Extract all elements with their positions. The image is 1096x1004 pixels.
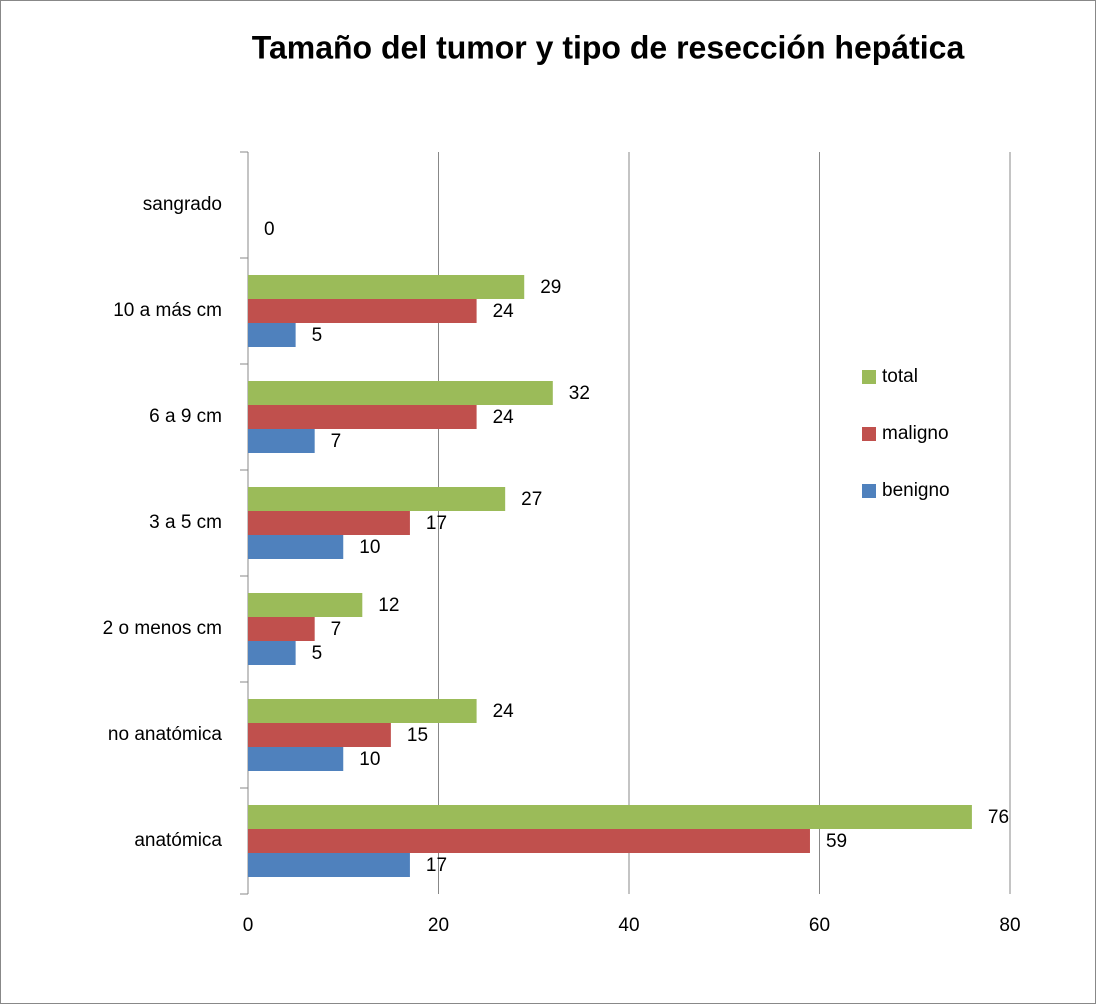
x-tick-label: 60: [809, 915, 830, 936]
y-tick-label: 2 o menos cm: [103, 618, 222, 639]
bar: [248, 641, 296, 665]
y-tick-label: sangrado: [143, 194, 222, 215]
data-label: 32: [569, 383, 590, 404]
y-tick-label: anatómica: [134, 830, 222, 851]
legend-label: benigno: [882, 480, 950, 501]
bar: [248, 699, 477, 723]
data-label: 7: [331, 619, 342, 640]
x-tick-label: 0: [243, 915, 254, 936]
chart-title: Tamaño del tumor y tipo de resección hep…: [252, 29, 965, 65]
data-label: 17: [426, 513, 447, 534]
legend-swatch: [862, 370, 876, 384]
bar: [248, 511, 410, 535]
x-tick-label: 80: [999, 915, 1020, 936]
data-label: 59: [826, 831, 847, 852]
legend-label: maligno: [882, 423, 949, 444]
data-label: 10: [359, 537, 380, 558]
bar: [248, 829, 810, 853]
data-label: 24: [493, 301, 515, 322]
y-tick-label: 6 a 9 cm: [149, 406, 222, 427]
bar: [248, 323, 296, 347]
data-label: 76: [988, 807, 1009, 828]
data-label: 29: [540, 277, 561, 298]
bar: [248, 723, 391, 747]
bar: [248, 747, 344, 771]
y-tick-label: 3 a 5 cm: [149, 512, 222, 533]
bar: [248, 429, 315, 453]
data-label: 12: [378, 595, 399, 616]
x-tick-label: 20: [428, 915, 449, 936]
data-label: 5: [312, 643, 323, 664]
data-label: 17: [426, 855, 447, 876]
data-label: 0: [264, 219, 275, 240]
data-label: 10: [359, 749, 380, 770]
data-label: 7: [331, 431, 342, 452]
bar: [248, 405, 477, 429]
data-label: 27: [521, 489, 542, 510]
bar: [248, 853, 410, 877]
bar: [248, 593, 363, 617]
data-label: 5: [312, 325, 323, 346]
data-label: 24: [493, 407, 515, 428]
bar: [248, 381, 553, 405]
data-label: 24: [493, 701, 515, 722]
y-tick-label: no anatómica: [108, 724, 223, 745]
y-tick-label: 10 a más cm: [113, 300, 222, 321]
bar: [248, 487, 506, 511]
data-label: 15: [407, 725, 428, 746]
bar: [248, 617, 315, 641]
bar: [248, 299, 477, 323]
x-tick-label: 40: [618, 915, 639, 936]
legend-swatch: [862, 427, 876, 441]
legend-label: total: [882, 366, 918, 387]
legend-swatch: [862, 484, 876, 498]
bar: [248, 535, 344, 559]
bar: [248, 805, 972, 829]
bar: [248, 275, 525, 299]
